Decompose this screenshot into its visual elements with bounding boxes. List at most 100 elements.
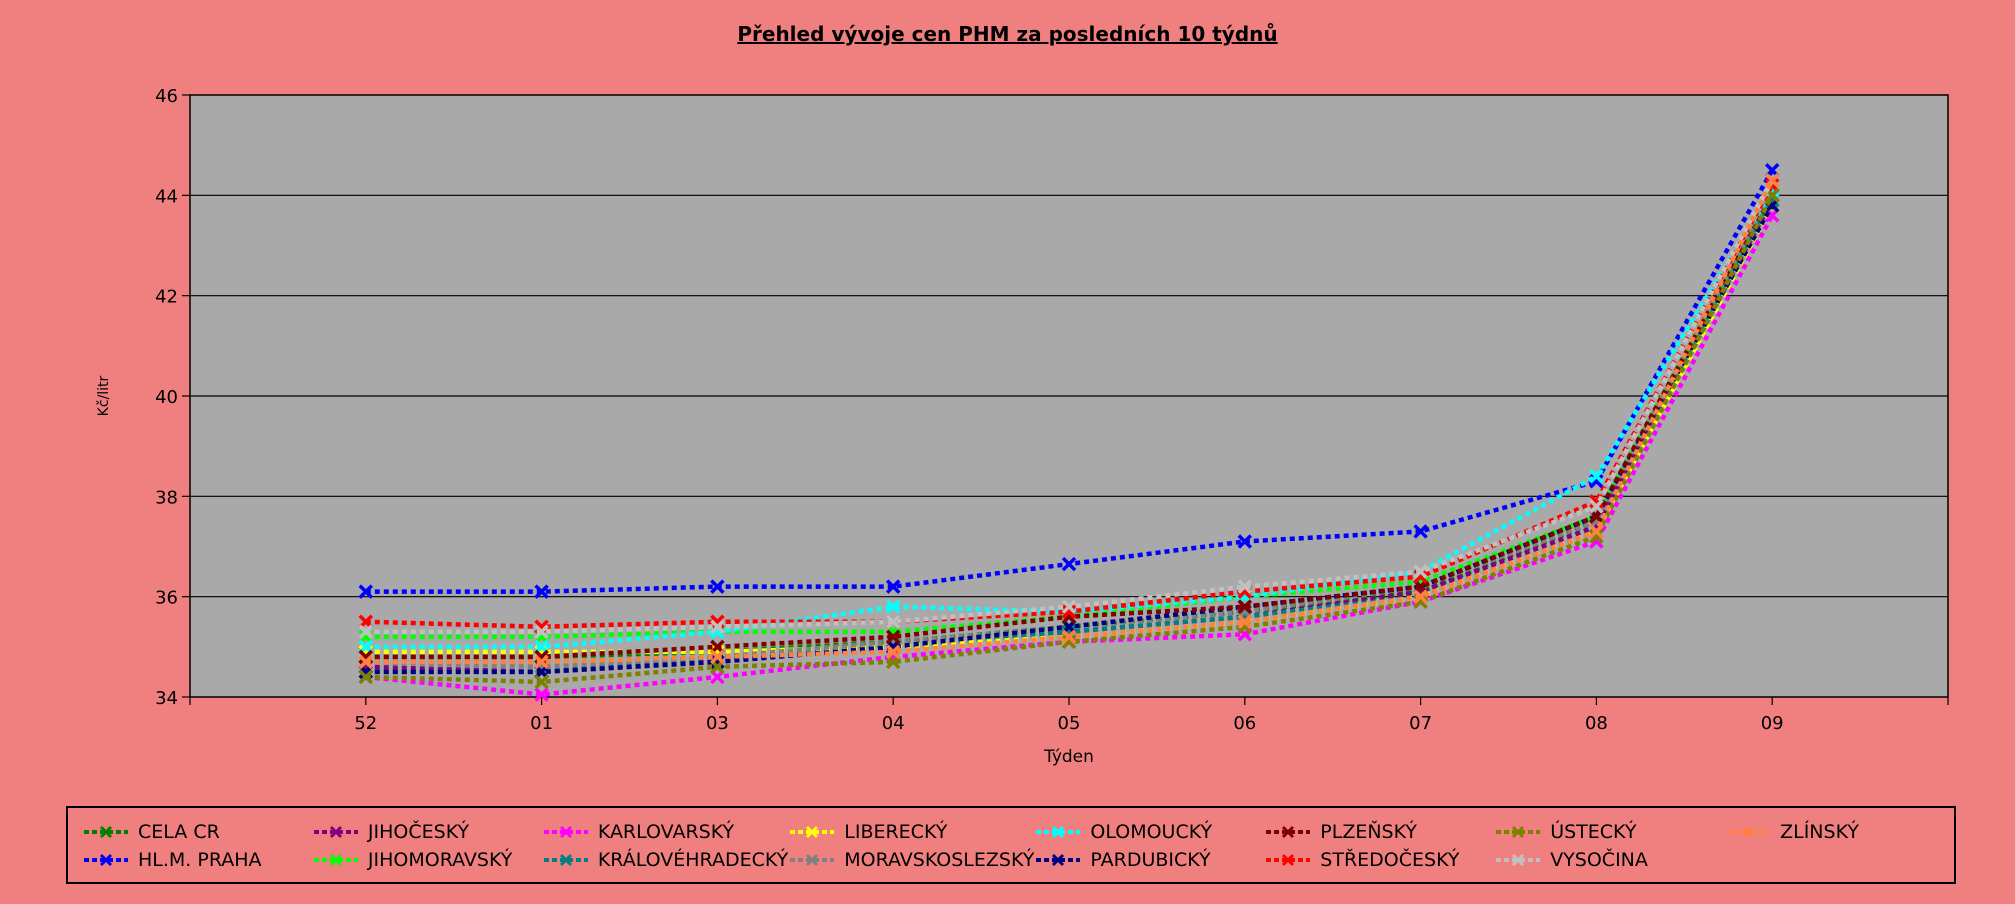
data-point: [1589, 529, 1604, 544]
legend-label: KRÁLOVÉHRADECKÝ: [597, 849, 789, 871]
x-tick-label: 08: [1585, 713, 1608, 734]
data-point: [1237, 599, 1253, 614]
data-point: [534, 687, 549, 702]
data-point: [1061, 556, 1077, 572]
data-point: [1237, 579, 1253, 594]
data-point: [885, 644, 901, 660]
data-point: [534, 674, 549, 690]
legend-item: ZLÍNSKÝ: [1724, 818, 1954, 846]
data-point: [534, 624, 549, 640]
legend-label: STŘEDOČESKÝ: [1320, 849, 1460, 871]
chart-legend: CELA CR HL.M. PRAHA JIHOČESKÝ JIHOMORAVSKÝ K…: [66, 806, 1956, 884]
data-point: [710, 619, 725, 635]
y-tick-label: 38: [155, 487, 178, 508]
legend-label: LIBERECKÝ: [844, 821, 948, 843]
data-point: [1061, 629, 1077, 645]
data-point: [1413, 589, 1428, 604]
data-point: [358, 584, 374, 599]
x-tick-label: 07: [1409, 713, 1432, 734]
legend-item: PLZEŇSKÝ: [1264, 818, 1494, 846]
data-point: [1413, 564, 1428, 579]
data-point: [710, 649, 725, 665]
legend-item: JIHOMORAVSKÝ: [312, 846, 542, 874]
x-tick-label: 06: [1233, 713, 1256, 734]
y-tick-label: 42: [155, 287, 178, 308]
legend-item: CELA CR: [82, 818, 312, 846]
data-point: [1589, 499, 1604, 514]
chart-title: Přehled vývoje cen PHM za posledních 10 …: [737, 22, 1278, 46]
legend-swatch: [84, 853, 128, 867]
y-tick-label: 34: [155, 688, 178, 709]
legend-item: VYSOČINA: [1494, 846, 1724, 874]
legend-swatch: [543, 853, 588, 867]
legend-swatch: [1496, 825, 1541, 839]
legend-label: PLZEŇSKÝ: [1320, 821, 1418, 843]
axes: 34 36 38 40 42 44 46 52 01 03 04 05 06 07 08 09: [155, 86, 1949, 734]
data-point: [885, 629, 901, 645]
legend-item: OLOMOUCKÝ: [1034, 818, 1264, 846]
legend-swatch: [1036, 853, 1081, 867]
legend-item: KARLOVARSKÝ: [542, 818, 788, 846]
legend-label: VYSOČINA: [1550, 849, 1648, 871]
series-14: [358, 173, 1780, 670]
legend-swatch: [790, 853, 835, 867]
legend-item: JIHOČESKÝ: [312, 818, 542, 846]
legend-swatch: [313, 853, 358, 867]
legend-label: JIHOMORAVSKÝ: [367, 849, 513, 871]
x-tick-label: 09: [1761, 713, 1784, 734]
x-tick-label: 05: [1058, 713, 1081, 734]
data-point: [1589, 524, 1604, 539]
data-point: [885, 599, 901, 614]
legend-swatch: [1266, 825, 1311, 839]
legend-item: ÚSTECKÝ: [1494, 818, 1724, 846]
x-tick-label: 04: [882, 713, 905, 734]
data-point: [358, 654, 374, 670]
data-point: [885, 579, 901, 594]
data-point: [1413, 524, 1428, 539]
legend-label: CELA CR: [138, 821, 220, 843]
legend-item: STŘEDOČESKÝ: [1264, 846, 1494, 874]
x-axis-label: Týden: [1043, 747, 1094, 767]
legend-item: KRÁLOVÉHRADECKÝ: [542, 846, 788, 874]
y-tick-label: 36: [155, 588, 178, 609]
legend-swatch: [543, 825, 588, 839]
data-point: [1061, 599, 1077, 614]
series-layer: [358, 163, 1780, 702]
data-point: [885, 614, 901, 629]
data-point: [534, 584, 549, 599]
legend-label: MORAVSKOSLEZSKÝ: [844, 849, 1035, 871]
data-point: [534, 654, 549, 670]
data-point: [1764, 173, 1780, 188]
series-13: [358, 173, 1780, 640]
legend-swatch: [84, 825, 128, 839]
legend-swatch: [1266, 853, 1311, 867]
legend-label: HL.M. PRAHA: [138, 849, 262, 871]
x-tick-label: 01: [530, 713, 553, 734]
data-point: [358, 669, 374, 685]
legend-item: LIBERECKÝ: [788, 818, 1034, 846]
legend-label: ZLÍNSKÝ: [1780, 821, 1859, 843]
legend-swatch: [1726, 825, 1771, 839]
legend-swatch: [1036, 825, 1081, 839]
legend-label: ÚSTECKÝ: [1550, 821, 1637, 843]
legend-item: PARDUBICKÝ: [1034, 846, 1264, 874]
y-tick-label: 44: [155, 186, 178, 207]
legend-label: OLOMOUCKÝ: [1090, 821, 1213, 843]
data-point: [1237, 534, 1253, 549]
y-tick-label: 40: [155, 387, 178, 408]
legend-label: JIHOČESKÝ: [367, 821, 470, 843]
y-tick-label: 46: [155, 86, 178, 107]
data-point: [1237, 614, 1253, 629]
legend-swatch: [313, 825, 358, 839]
legend-item: HL.M. PRAHA: [82, 846, 312, 874]
legend-label: PARDUBICKÝ: [1090, 849, 1211, 871]
legend-swatch: [1496, 853, 1541, 867]
legend-label: KARLOVARSKÝ: [597, 821, 735, 843]
legend-item: MORAVSKOSLEZSKÝ: [788, 846, 1034, 874]
data-point: [1589, 469, 1604, 484]
data-point: [1061, 604, 1077, 619]
x-tick-label: 52: [354, 713, 377, 734]
data-point: [710, 579, 725, 594]
line-chart: 34 36 38 40 42 44 46 52 01 03 04 05 06 07 08 09 Týden K…: [96, 86, 1949, 767]
legend-swatch: [790, 825, 835, 839]
